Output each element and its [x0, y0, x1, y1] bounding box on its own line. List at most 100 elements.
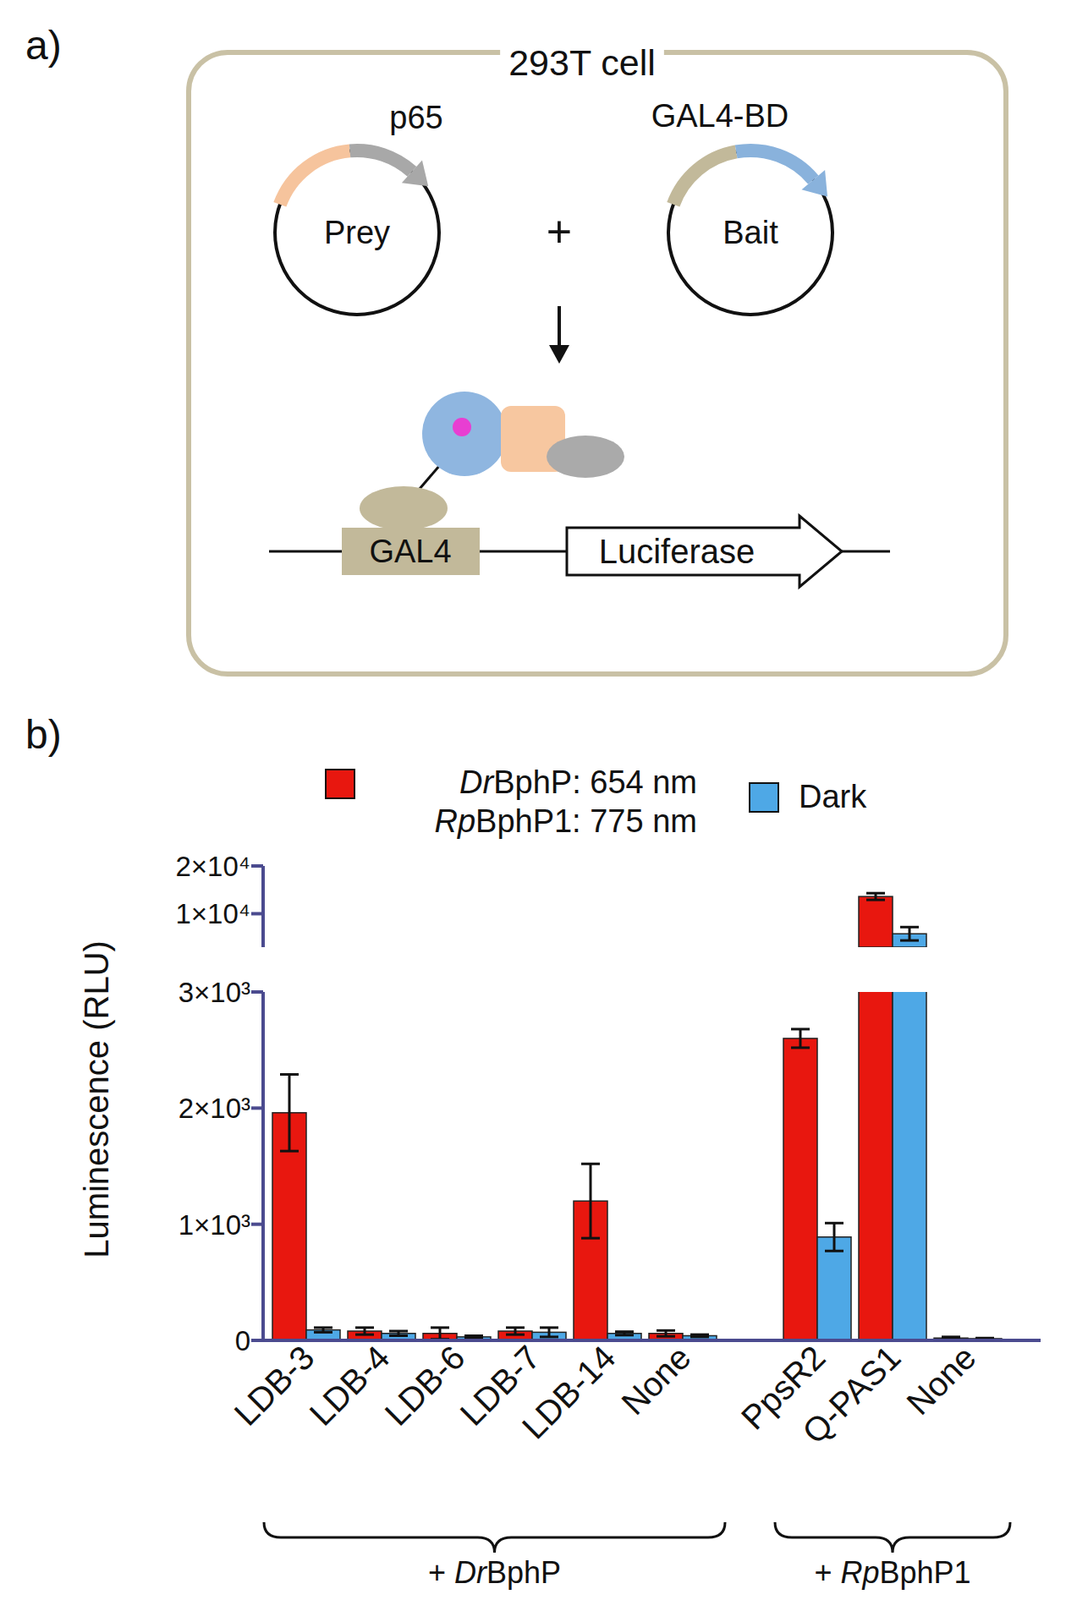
y-tick: [251, 1223, 264, 1227]
error-cap: [464, 1335, 484, 1338]
x-axis: [263, 1339, 1041, 1343]
error-cap: [389, 1335, 408, 1338]
text-run: BphP1: 775 nm: [475, 803, 698, 840]
activation-domain: [546, 435, 625, 479]
legend-label: Dark: [798, 779, 868, 815]
error-bar: [389, 1331, 408, 1336]
error-cap: [941, 1335, 961, 1339]
legend: DrBphP: 654 nmRpBphP1: 775 nmDark: [325, 764, 868, 840]
error-cap: [430, 1326, 450, 1330]
error-cap: [615, 1330, 634, 1334]
error-stem: [589, 1164, 593, 1239]
error-bar: [900, 927, 919, 941]
panel-a: a) 293T cell Prey p65 Bait GAL4-BD + GAL4 Lucife…: [25, 22, 1006, 675]
text-run: Prey: [324, 214, 391, 251]
text-run: 3×10³: [178, 977, 251, 1009]
panel-b: b)01×10³2×10³3×10³1×10⁴2×10⁴Luminescence…: [25, 0, 1041, 1591]
error-cap: [581, 1237, 600, 1241]
error-cap: [389, 1330, 408, 1334]
x-tick-label: LDB-6: [377, 1339, 472, 1434]
bar: [858, 992, 893, 1341]
error-stem: [799, 1029, 803, 1049]
text-run: BphP1: [879, 1555, 971, 1591]
panel-label: b): [25, 712, 62, 758]
y-tick-label: 0: [235, 1325, 251, 1358]
text-run: GAL4: [368, 533, 451, 570]
error-bar: [824, 1223, 844, 1252]
text-run: p65: [389, 99, 443, 136]
fusion-domain: [350, 150, 413, 172]
text-run: 2×10⁴: [175, 851, 251, 883]
x-tick-label: Q-PAS1: [795, 1339, 908, 1452]
text-run: LDB-14: [515, 1339, 623, 1447]
label-background: [500, 38, 665, 87]
y-tick-label: 3×10³: [178, 977, 251, 1009]
error-cap: [866, 899, 885, 902]
legend-line: DrBphP: 654 nm: [459, 764, 698, 801]
text-run: Dark: [798, 779, 868, 815]
error-cap: [505, 1334, 525, 1337]
error-cap: [280, 1073, 299, 1077]
fusion-partner: [280, 150, 351, 204]
y-tick: [251, 1106, 264, 1110]
text-run: Rp: [434, 803, 476, 840]
error-bar: [505, 1328, 525, 1336]
text-run: Q-PAS1: [795, 1339, 908, 1452]
fusion-partner: [673, 151, 737, 204]
text-run: 293T cell: [508, 42, 656, 83]
error-cap: [791, 1046, 810, 1050]
plot-area: [858, 893, 927, 948]
group-brace: [263, 1522, 726, 1554]
error-bar: [615, 1332, 634, 1336]
error-bar: [539, 1328, 559, 1338]
error-bar: [313, 1328, 333, 1333]
text-run: Luciferase: [598, 533, 756, 571]
y-tick: [251, 1339, 264, 1343]
error-cap: [900, 926, 919, 929]
text-run: +: [813, 1555, 841, 1591]
error-cap: [355, 1326, 374, 1330]
plasmid-label: Bait: [722, 214, 779, 251]
y-tick: [251, 912, 264, 916]
group-brace: [774, 1522, 1011, 1554]
plus-sign: +: [546, 207, 572, 257]
error-stem: [908, 927, 912, 941]
bar: [783, 1038, 818, 1341]
error-bar: [581, 1164, 600, 1239]
x-tick-label: LDB-14: [515, 1339, 623, 1447]
binding-domain: [359, 486, 448, 531]
text-run: LDB-3: [226, 1339, 321, 1434]
y-tick-label: 2×10³: [178, 1093, 251, 1125]
error-cap: [690, 1334, 709, 1337]
error-bar: [464, 1336, 484, 1340]
text-run: Dr: [459, 764, 495, 801]
error-stem: [833, 1223, 836, 1252]
error-stem: [548, 1328, 551, 1338]
legend-label: DrBphP: 654 nmRpBphP1: 775 nm: [434, 764, 698, 840]
x-tick-label: LDB-4: [302, 1339, 396, 1434]
text-run: GAL4-BD: [651, 98, 790, 134]
legend-swatch: [325, 769, 355, 799]
x-tick-label: LDB-3: [226, 1339, 321, 1434]
error-cap: [615, 1334, 634, 1337]
plasmid-label: Prey: [324, 214, 391, 251]
y-tick-label: 2×10⁴: [175, 851, 251, 883]
background: [0, 0, 1066, 1600]
error-bar: [690, 1335, 709, 1338]
text-run: BphP: 654 nm: [493, 764, 698, 801]
text-run: Dr: [454, 1555, 489, 1591]
text-run: a): [25, 22, 62, 68]
y-axis: [261, 866, 265, 948]
plasmid: Prey: [274, 150, 440, 315]
plasmid-ring: [668, 150, 833, 315]
error-cap: [355, 1334, 374, 1337]
error-cap: [824, 1250, 844, 1253]
text-run: +: [546, 207, 572, 257]
error-bar: [866, 893, 885, 901]
error-cap: [280, 1150, 299, 1154]
error-bar: [656, 1330, 676, 1337]
promoter-label: GAL4: [368, 533, 451, 570]
y-tick: [251, 864, 264, 869]
panel-label: a): [25, 22, 62, 68]
arrow-head: [401, 160, 429, 187]
